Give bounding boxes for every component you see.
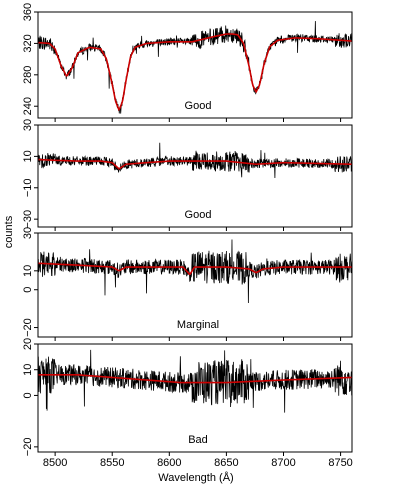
x-tick-label: 8500 xyxy=(43,457,67,469)
panel-frame xyxy=(37,343,353,453)
y-tick-label: 320 xyxy=(22,34,34,52)
observed-spectrum-line xyxy=(38,142,352,178)
model-fit-line xyxy=(38,158,352,170)
quality-label: Bad xyxy=(188,434,208,446)
x-tick-label: 8600 xyxy=(157,457,181,469)
model-fit-line xyxy=(38,374,352,384)
observed-spectrum-line xyxy=(38,349,352,413)
y-tick-label: −30 xyxy=(22,210,34,229)
spectrum-panel-3: −20 0 10 30 Marginal xyxy=(22,227,353,341)
panels-group: 240 280 320 360 Good −30 −10 10 30 Good −20 0 10 30 Ma… xyxy=(22,3,353,457)
y-tick-label: 10 xyxy=(22,364,34,376)
y-tick-label: 280 xyxy=(22,66,34,84)
model-fit-line xyxy=(38,33,352,112)
x-tick-label: 8550 xyxy=(100,457,124,469)
x-tick-label: 8700 xyxy=(271,457,295,469)
y-tick-label: −10 xyxy=(22,178,34,197)
y-tick-label: −20 xyxy=(22,438,34,457)
x-axis-title: Wavelength (Å) xyxy=(158,471,233,484)
y-tick-label: 30 xyxy=(22,119,34,131)
y-tick-label: 360 xyxy=(22,3,34,21)
spectrum-panel-4: −20 0 10 20 Bad xyxy=(22,338,353,457)
x-tick-label: 8650 xyxy=(214,457,238,469)
quality-label: Marginal xyxy=(177,319,219,331)
panel-frame xyxy=(37,11,353,119)
quality-label: Good xyxy=(185,100,212,112)
y-tick-label: 240 xyxy=(22,97,34,115)
panel-frame xyxy=(37,232,353,338)
quality-label: Good xyxy=(185,209,212,221)
y-tick-label: 10 xyxy=(22,150,34,162)
y-tick-label: 10 xyxy=(22,265,34,277)
x-axis: 8500 8550 8600 8650 8700 8750 xyxy=(43,457,353,469)
observed-spectrum-line xyxy=(38,239,352,303)
y-tick-label: 0 xyxy=(22,392,34,398)
spectrum-panel-2: −30 −10 10 30 Good xyxy=(22,119,353,231)
model-fit-line xyxy=(38,262,352,276)
panel-frame xyxy=(37,124,353,228)
observed-spectrum-line xyxy=(38,21,352,114)
y-tick-label: −20 xyxy=(22,318,34,337)
x-tick-label: 8750 xyxy=(328,457,352,469)
y-tick-label: 30 xyxy=(22,227,34,239)
y-tick-label: 0 xyxy=(22,287,34,293)
spectrum-panel-1: 240 280 320 360 Good xyxy=(22,3,353,122)
y-axis-title: counts xyxy=(3,215,15,248)
y-tick-label: 20 xyxy=(22,338,34,350)
